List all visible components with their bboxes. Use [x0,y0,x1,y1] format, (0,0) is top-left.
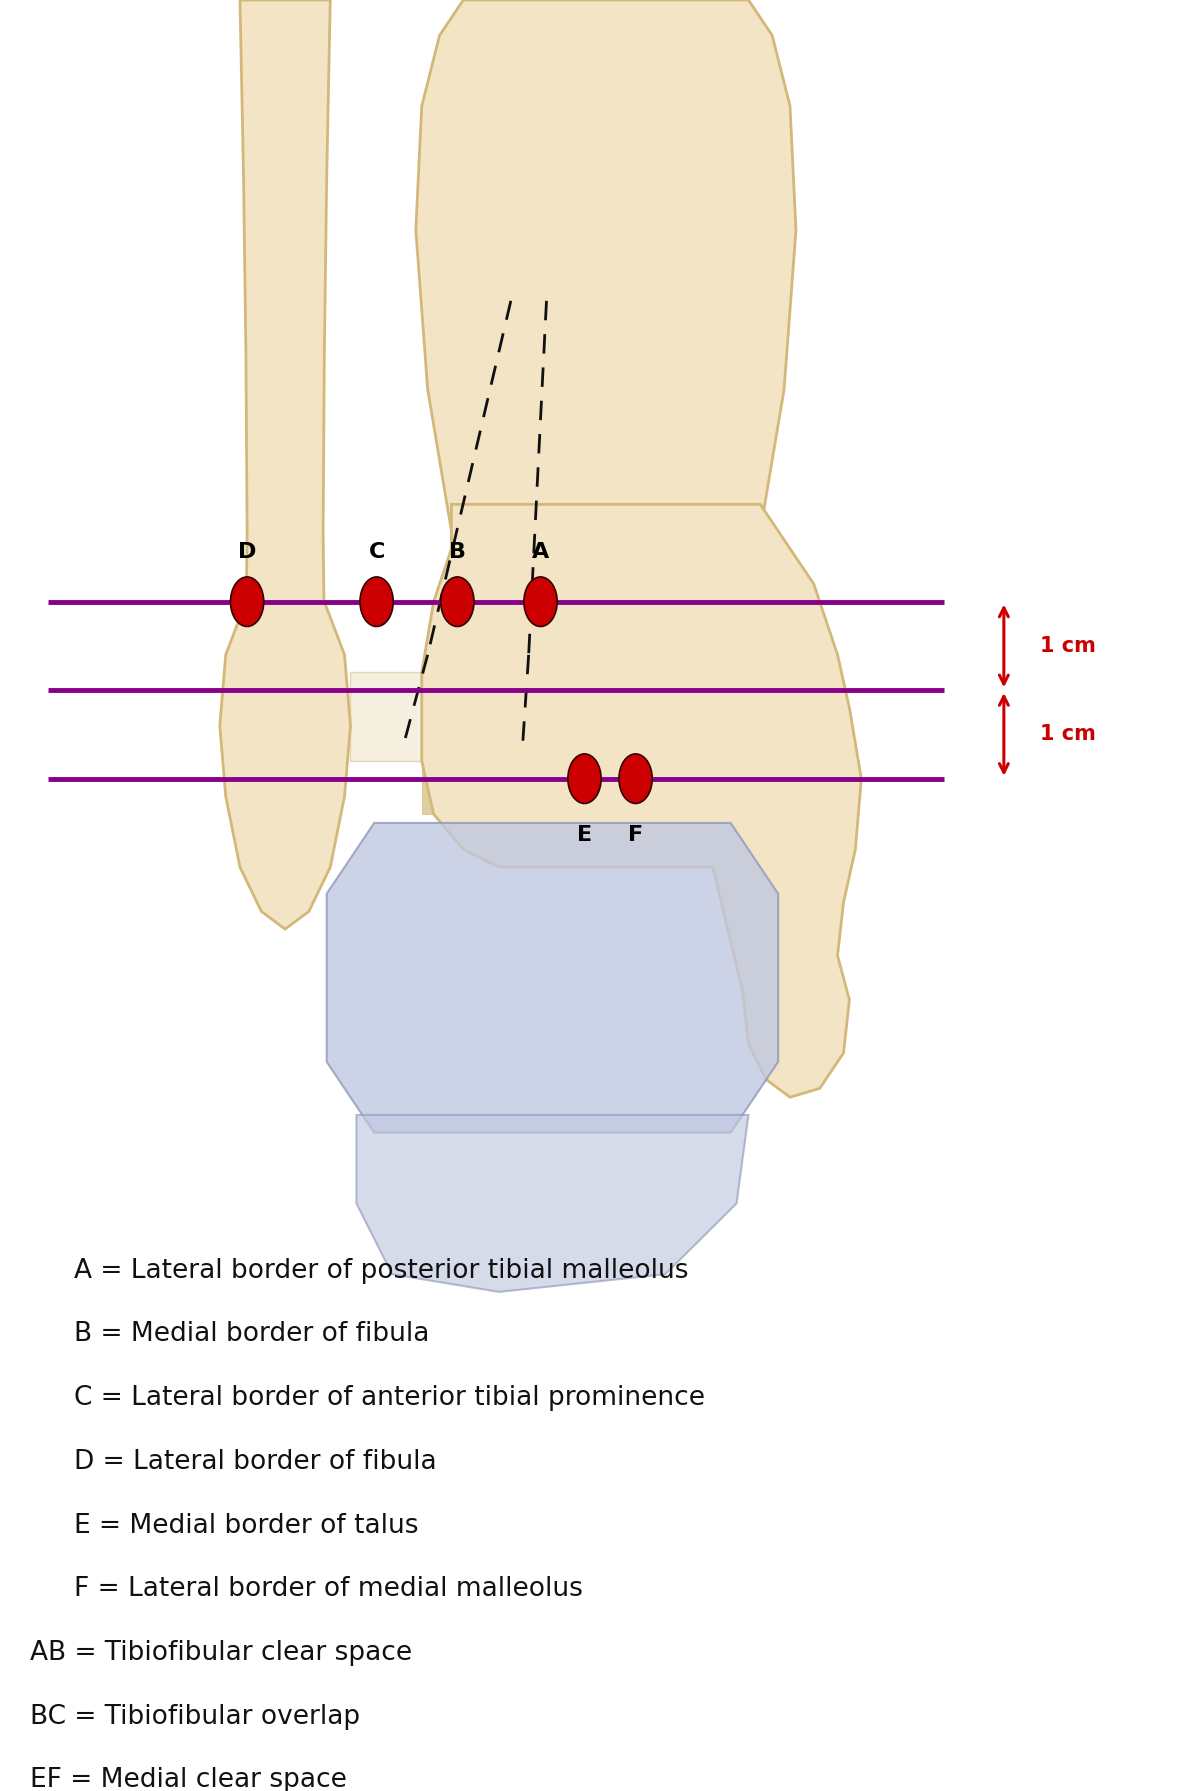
Circle shape [230,577,264,627]
Polygon shape [356,1116,748,1291]
Text: F = Lateral border of medial malleolus: F = Lateral border of medial malleolus [74,1576,582,1603]
Text: 1 cm: 1 cm [1040,636,1095,656]
Circle shape [360,577,393,627]
Polygon shape [240,0,330,638]
Text: E: E [577,826,592,845]
Text: EF = Medial clear space: EF = Medial clear space [30,1768,347,1791]
Text: 1 cm: 1 cm [1040,724,1095,745]
Polygon shape [220,602,350,930]
Polygon shape [422,698,440,815]
Polygon shape [350,672,422,761]
Circle shape [568,754,601,804]
Text: BC = Tibiofibular overlap: BC = Tibiofibular overlap [30,1703,360,1730]
Text: AB = Tibiofibular clear space: AB = Tibiofibular clear space [30,1641,412,1666]
Text: A = Lateral border of posterior tibial malleolus: A = Lateral border of posterior tibial m… [74,1257,688,1284]
Text: C: C [368,543,385,562]
Circle shape [441,577,474,627]
Text: B = Medial border of fibula: B = Medial border of fibula [74,1322,429,1347]
Polygon shape [416,0,796,530]
Text: B: B [449,543,466,562]
Text: E = Medial border of talus: E = Medial border of talus [74,1513,418,1538]
Text: A: A [532,543,549,562]
Polygon shape [327,822,778,1132]
Text: D = Lateral border of fibula: D = Lateral border of fibula [74,1449,436,1474]
Text: F: F [628,826,643,845]
Circle shape [524,577,557,627]
Circle shape [619,754,652,804]
Text: C = Lateral border of anterior tibial prominence: C = Lateral border of anterior tibial pr… [74,1384,704,1411]
Text: D: D [238,543,257,562]
Polygon shape [422,505,861,1098]
